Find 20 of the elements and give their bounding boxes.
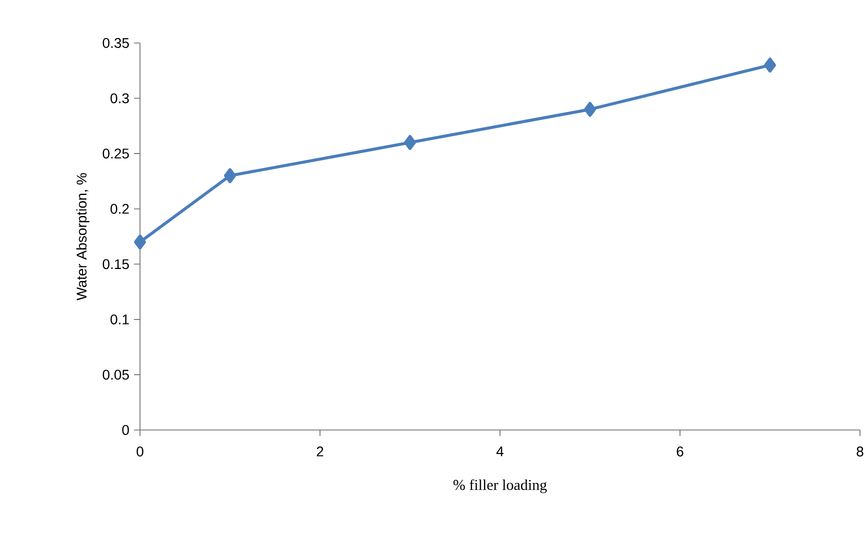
point [134,234,146,250]
y-tick-label: 0.25 [102,148,129,159]
point [764,58,776,73]
x-tick-label: 4 [496,446,504,456]
x-tick-label: 0 [136,446,144,456]
point [584,102,596,117]
x-tick-label: 8 [856,446,864,456]
y-axis-title: Water Absorption, % [76,173,90,300]
y-tick-label: 0.05 [102,370,129,380]
y-tick-label: 0.15 [102,259,129,270]
y-tick-label: 0.35 [102,38,129,48]
y-tick-label: 0 [122,425,129,435]
y-tick-label: 0.1 [110,314,129,324]
point [404,135,416,150]
x-axis-title: % filler loading [453,479,547,494]
y-tick-label: 0.3 [110,93,129,104]
point [224,168,236,184]
x-tick-label: 2 [316,446,324,456]
y-tick-label: 0.2 [110,204,129,214]
x-tick-label: 6 [676,446,684,456]
